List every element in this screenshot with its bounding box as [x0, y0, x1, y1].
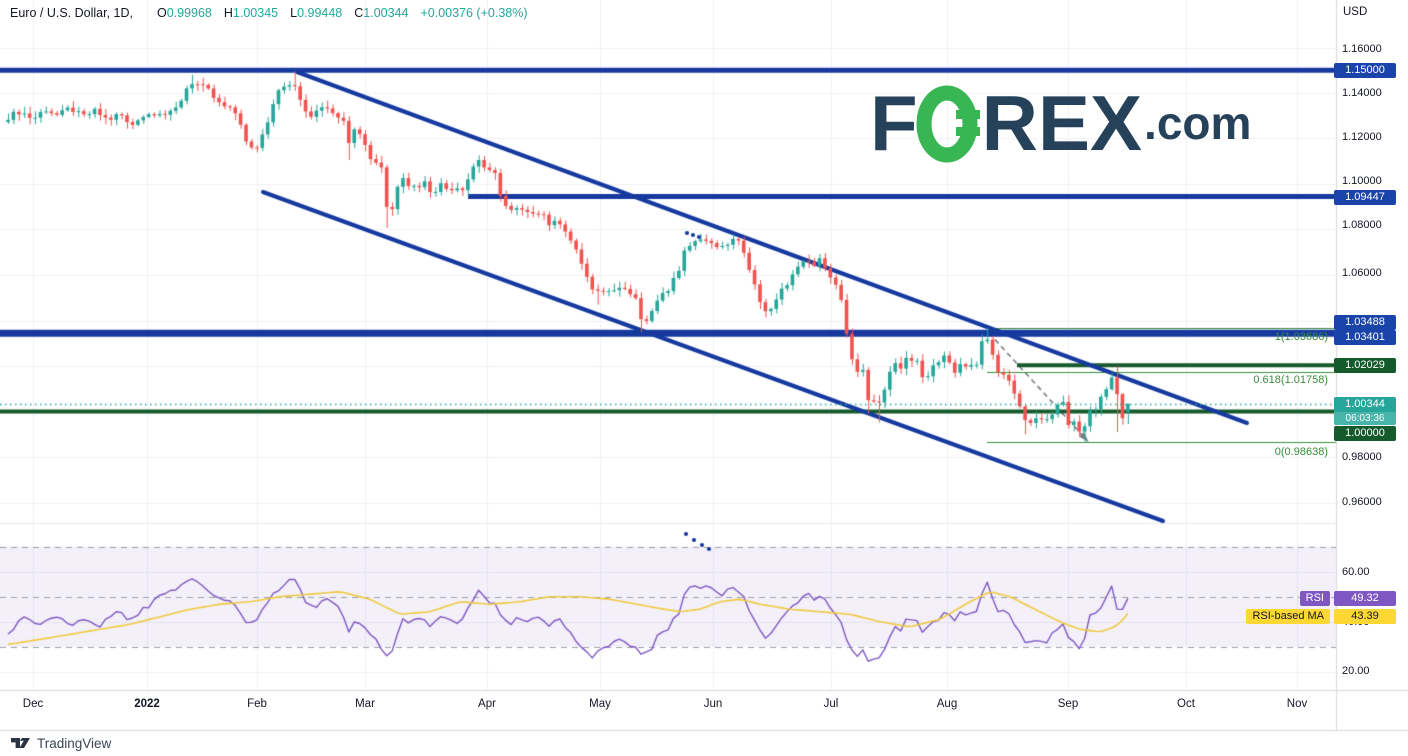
change-value: +0.00376 (+0.38%)	[420, 6, 528, 20]
symbol-title[interactable]: Euro / U.S. Dollar, 1D,	[10, 6, 133, 20]
price-axis-label: 1.14000	[1342, 87, 1382, 99]
badge-value: 1.00344	[1345, 398, 1385, 410]
rsi-axis-label: 20.00	[1342, 665, 1370, 677]
low-value: L0.99448	[290, 6, 343, 20]
price-axis-label: 1.06000	[1342, 267, 1382, 279]
price-axis-badge: 49.32	[1334, 591, 1396, 606]
tradingview-brand-text: TradingView	[37, 735, 112, 751]
badge-value: 1.09447	[1345, 191, 1385, 203]
price-axis-badge: 1.03488	[1334, 315, 1396, 330]
quote-currency-label: USD	[1343, 6, 1368, 18]
fib-level-label: 0(0.98638)	[1274, 446, 1328, 458]
time-axis-label: Jun	[703, 698, 723, 710]
time-axis-label: Apr	[478, 698, 496, 710]
time-axis-label: Mar	[355, 698, 375, 710]
badge-value: 1.03488	[1345, 316, 1385, 328]
time-axis-label: Feb	[247, 698, 267, 710]
time-axis-label: 2022	[134, 698, 160, 710]
indicator-tag: RSI-based MA	[1246, 609, 1330, 624]
badge-value: 49.32	[1351, 592, 1379, 604]
rsi-axis-label: 60.00	[1342, 566, 1370, 578]
forex-watermark-logo: F REX .com	[870, 82, 1251, 164]
price-axis-badge: 43.39	[1334, 609, 1396, 624]
indicator-tag: RSI	[1299, 591, 1330, 606]
price-axis-label: 1.10000	[1342, 175, 1382, 187]
price-axis[interactable]: USD 1.16000 1.14000 1.12000 1.10000 1.08000 1…	[1334, 0, 1408, 730]
watermark-dot-com: .com	[1144, 97, 1252, 149]
badge-value: 1.15000	[1345, 64, 1385, 76]
time-axis-label: Nov	[1286, 698, 1308, 710]
time-axis-label: Dec	[22, 698, 44, 710]
tradingview-attribution[interactable]: TradingView	[10, 732, 111, 754]
price-axis-label: 1.16000	[1342, 43, 1382, 55]
time-axis-label: Sep	[1057, 698, 1079, 710]
open-value: O0.99968	[156, 6, 212, 20]
chart-header: Euro / U.S. Dollar, 1D, O0.99968 H1.0034…	[10, 6, 528, 20]
fib-level-label: 0.618(1.01758)	[1253, 374, 1328, 386]
price-axis-badge: 1.15000	[1334, 63, 1396, 78]
close-value: C1.00344	[354, 6, 409, 20]
time-axis-label: Oct	[1177, 698, 1195, 710]
badge-value: 1.03401	[1345, 331, 1385, 343]
price-axis-badge: 1.02029	[1334, 358, 1396, 373]
tradingview-icon	[11, 738, 30, 748]
badge-value: 1.00000	[1345, 427, 1385, 439]
price-axis-badge: 1.09447	[1334, 190, 1396, 205]
high-value: H1.00345	[223, 6, 279, 20]
price-axis-badge: 1.03401	[1334, 330, 1396, 345]
ohlc-values: O0.99968 H1.00345 L0.99448 C1.00344 +0.0…	[157, 6, 528, 20]
watermark-letters-rex: REX	[981, 79, 1143, 167]
price-axis-label: 0.98000	[1342, 451, 1382, 463]
price-axis-label: 0.96000	[1342, 496, 1382, 508]
badge-value: 43.39	[1351, 610, 1379, 622]
time-axis-label: Jul	[823, 698, 839, 710]
badge-value: 1.02029	[1345, 359, 1385, 371]
badge-countdown: 06:03:36	[1334, 412, 1396, 425]
forex-o-icon	[916, 85, 980, 163]
price-axis-badge: 1.00000	[1334, 426, 1396, 441]
price-axis-badge: 1.00344 06:03:36	[1334, 397, 1396, 425]
time-axis-label: May	[589, 698, 611, 710]
price-axis-label: 1.08000	[1342, 219, 1382, 231]
time-axis-label: Aug	[936, 698, 958, 710]
fib-level-label: 1(1.03686)	[1274, 331, 1328, 343]
watermark-letter-f: F	[870, 79, 918, 167]
price-axis-label: 1.12000	[1342, 131, 1382, 143]
time-axis[interactable]: Dec 2022 Feb Mar Apr May Jun Jul Aug Sep Oct Nov	[0, 690, 1336, 730]
